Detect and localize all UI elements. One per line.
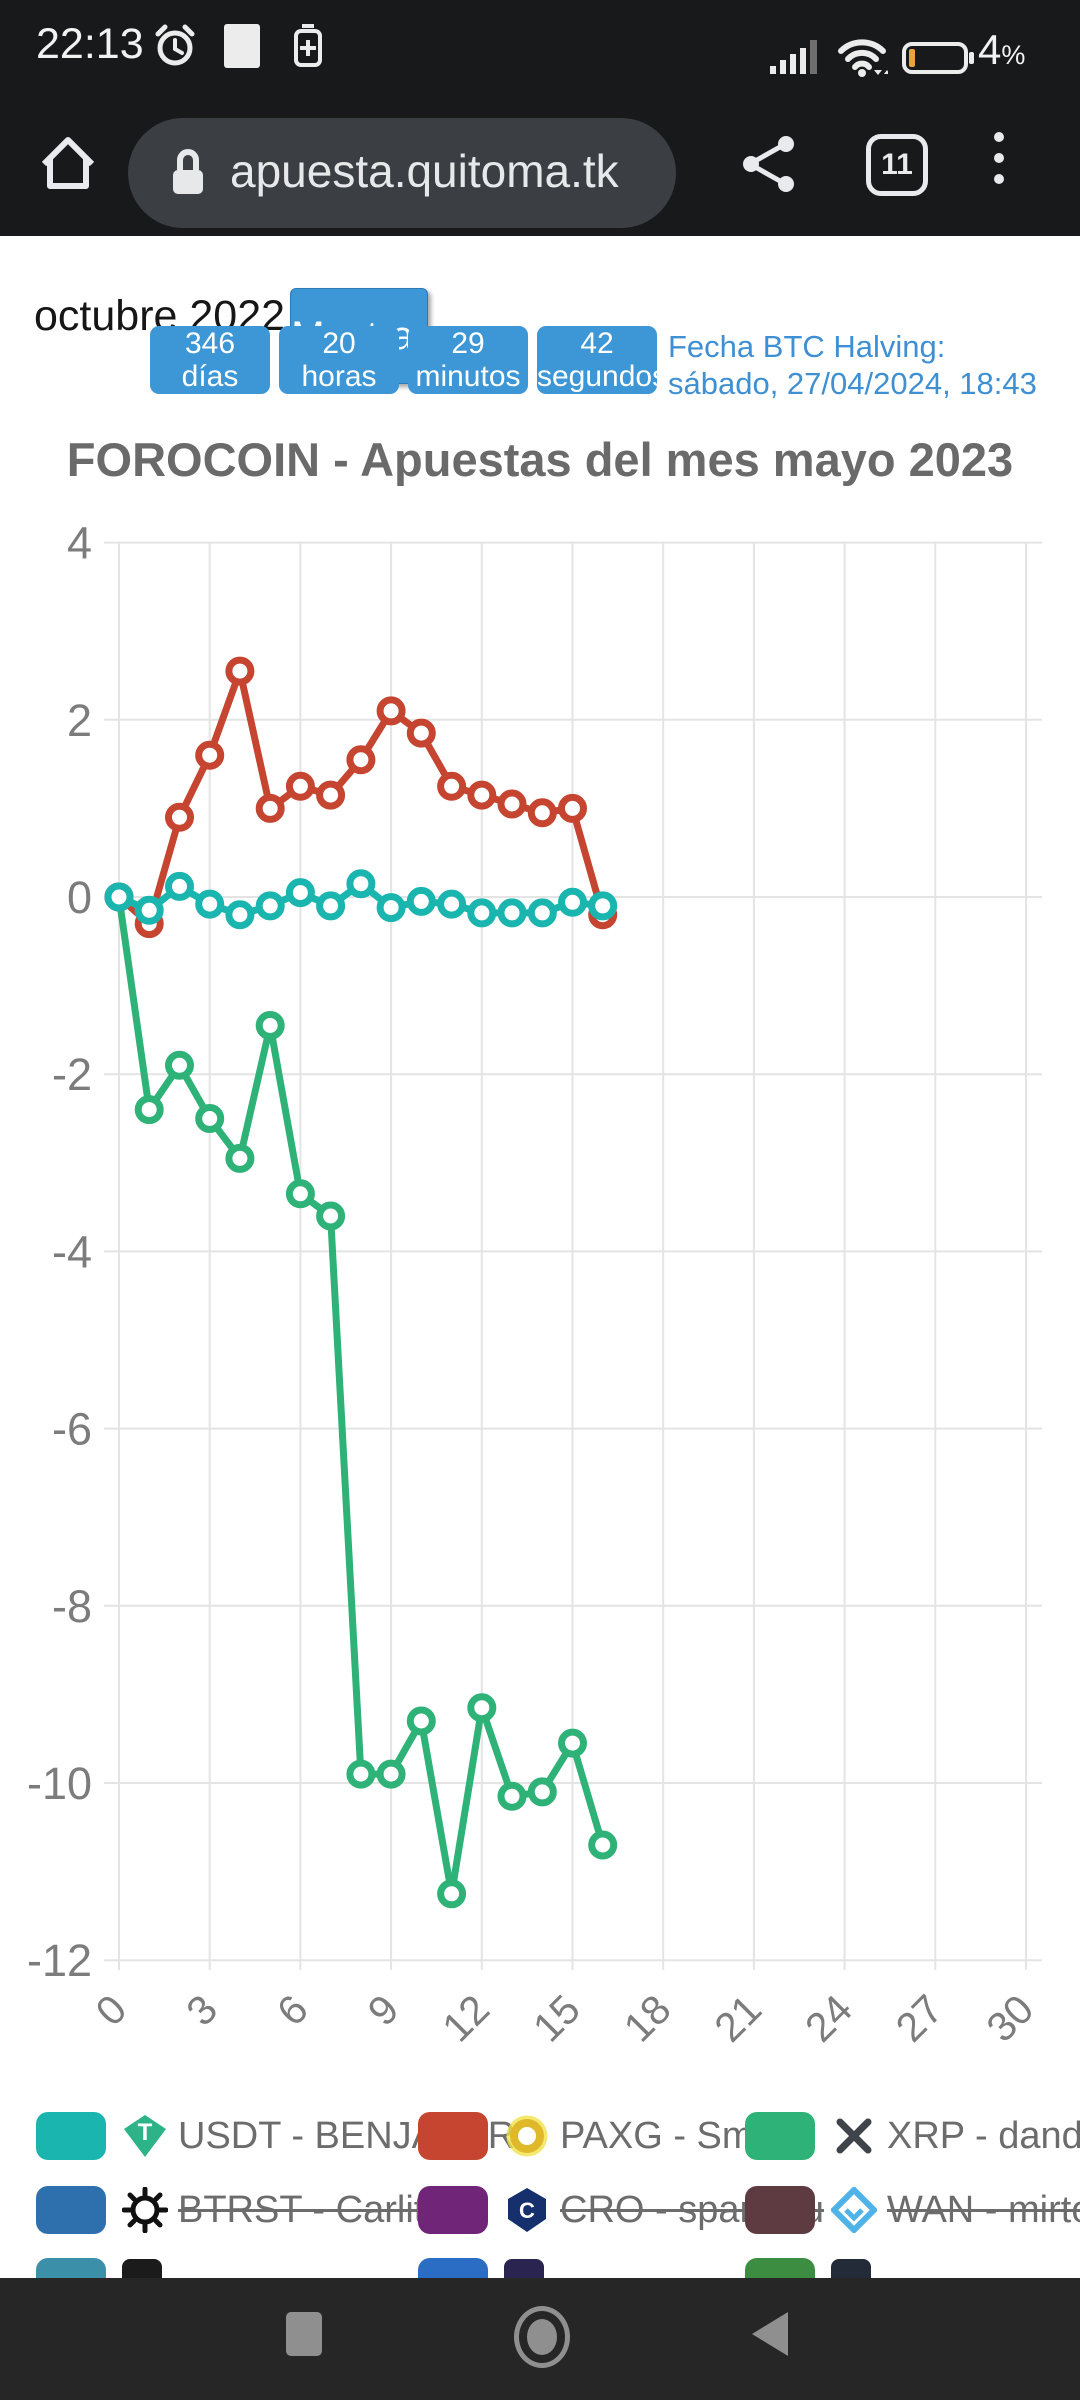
svg-text:6: 6 bbox=[268, 1986, 317, 2035]
chart-legend-row-2: BTRST - Carlitos C CRO - spandau WAN - m… bbox=[0, 2186, 1080, 2236]
svg-text:-2: -2 bbox=[52, 1049, 92, 1100]
alarm-icon bbox=[155, 24, 195, 66]
chart-svg: 420-2-4-6-8-10-120 3 6 9 12 15 18 21 24 27 30 bbox=[27, 518, 1043, 2051]
tab-count: 11 bbox=[881, 148, 913, 181]
svg-text:4: 4 bbox=[67, 520, 92, 569]
home-button[interactable] bbox=[36, 132, 100, 192]
tab-switcher-button[interactable]: 11 bbox=[866, 134, 928, 196]
countdown-minutes: 29 minutos bbox=[408, 326, 528, 394]
svg-text:3: 3 bbox=[177, 1986, 226, 2035]
square-widget-icon bbox=[224, 24, 260, 68]
url-bar[interactable]: apuesta.quitoma.tk bbox=[128, 118, 676, 228]
svg-text:C: C bbox=[519, 2198, 535, 2223]
halving-date-label: Fecha BTC Halving: sábado, 27/04/2024, 1… bbox=[668, 329, 1037, 401]
clock-time: 22:13 bbox=[36, 20, 144, 68]
line-chart: 4 2 0 -2 -4 -6 -8 -10 -12 0 3 6 9 12 15 18 21 24 27 30 bbox=[0, 518, 1080, 2080]
legend-item-paxg[interactable]: PAXG - Sm89 bbox=[418, 2112, 796, 2160]
svg-text:-4: -4 bbox=[52, 1226, 92, 1277]
svg-text:30: 30 bbox=[978, 1986, 1043, 2051]
svg-text:21: 21 bbox=[705, 1986, 770, 2051]
svg-text:-8: -8 bbox=[52, 1581, 92, 1632]
svg-text:-6: -6 bbox=[52, 1404, 92, 1455]
svg-text:T: T bbox=[138, 2119, 153, 2146]
svg-text:12: 12 bbox=[433, 1986, 498, 2051]
countdown-days: 346 días bbox=[150, 326, 270, 394]
android-navbar bbox=[0, 2278, 1080, 2400]
tether-icon: T bbox=[124, 2115, 166, 2157]
home-nav-button[interactable] bbox=[514, 2306, 570, 2368]
legend-item-wan[interactable]: WAN - mirto bbox=[745, 2186, 1080, 2234]
svg-text:2: 2 bbox=[67, 695, 92, 746]
share-icon[interactable] bbox=[740, 134, 798, 194]
legend-swatch bbox=[36, 2186, 106, 2234]
svg-text:27: 27 bbox=[887, 1986, 952, 2051]
svg-text:0: 0 bbox=[87, 1986, 136, 2035]
svg-text:24: 24 bbox=[796, 1986, 861, 2051]
browser-toolbar: apuesta.quitoma.tk 11 bbox=[0, 88, 1080, 236]
legend-swatch bbox=[36, 2112, 106, 2160]
svg-text:18: 18 bbox=[615, 1986, 680, 2051]
legend-swatch bbox=[745, 2112, 815, 2160]
signal-icon bbox=[770, 40, 817, 74]
legend-swatch bbox=[745, 2186, 815, 2234]
chart-title: FOROCOIN - Apuestas del mes mayo 2023 bbox=[66, 433, 1014, 486]
lock-icon bbox=[173, 149, 203, 194]
wifi-icon bbox=[838, 39, 888, 77]
cro-icon: C bbox=[508, 2188, 546, 2232]
battery-saver-icon bbox=[294, 24, 322, 67]
battery-percent: 4% bbox=[978, 26, 1026, 73]
recents-button[interactable] bbox=[286, 2312, 322, 2356]
legend-swatch bbox=[418, 2112, 488, 2160]
svg-text:-12: -12 bbox=[27, 1935, 92, 1986]
legend-swatch bbox=[418, 2186, 488, 2234]
home-circle-icon bbox=[527, 2319, 557, 2355]
svg-text:0: 0 bbox=[67, 872, 92, 923]
url-text: apuesta.quitoma.tk bbox=[230, 145, 619, 197]
legend-item-xrp[interactable]: XRP - dandev bbox=[745, 2112, 1080, 2160]
btrst-icon bbox=[122, 2187, 168, 2233]
countdown-hours: 20 horas bbox=[279, 326, 399, 394]
countdown-seconds: 42 segundos bbox=[537, 326, 668, 394]
status-bar: 22:13 4% bbox=[0, 0, 1080, 88]
back-button[interactable] bbox=[752, 2312, 788, 2356]
battery-icon bbox=[902, 42, 974, 74]
xrp-icon bbox=[836, 2118, 872, 2154]
wan-icon bbox=[831, 2187, 877, 2233]
svg-text:15: 15 bbox=[524, 1986, 589, 2051]
menu-button[interactable] bbox=[994, 132, 1004, 184]
paxg-icon bbox=[506, 2115, 548, 2157]
svg-text:-10: -10 bbox=[27, 1758, 92, 1809]
svg-text:9: 9 bbox=[359, 1986, 408, 2035]
legend-item-btrst[interactable]: BTRST - Carlitos bbox=[36, 2186, 464, 2234]
chart-legend-row-1: T USDT - BENJAKER PAXG - Sm89 XRP - dand… bbox=[0, 2112, 1080, 2162]
